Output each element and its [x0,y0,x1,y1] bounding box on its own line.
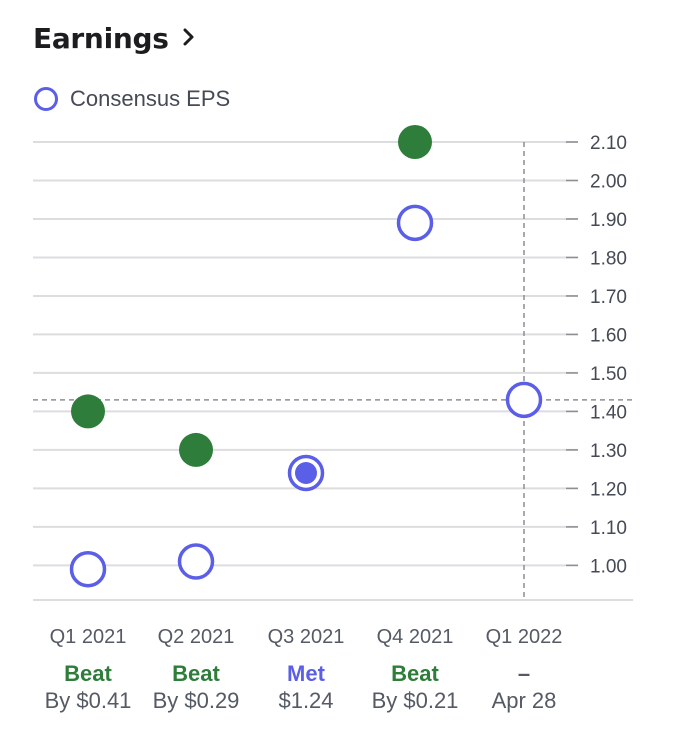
y-tick-label: 2.10 [590,133,627,154]
result-status-label: Beat [64,661,112,686]
consensus-eps-point [69,550,107,588]
chevron-right-icon [183,27,195,52]
y-tick-label: 2.00 [590,171,627,192]
result-status-label: Met [287,661,326,686]
actual-eps-point [71,394,105,429]
y-tick-label: 1.70 [590,287,627,308]
y-tick-label: 1.10 [590,518,627,539]
x-category-label: Q1 2022 [486,626,563,648]
result-detail-label: By $0.29 [153,688,240,713]
y-tick-label: 1.50 [590,364,627,385]
actual-eps-point [179,432,213,467]
x-category-label: Q3 2021 [268,626,345,648]
result-detail-label: By $0.41 [45,688,132,713]
y-tick-label: 1.00 [590,556,627,577]
actual-eps-point [398,125,432,159]
y-tick-label: 1.30 [590,441,627,462]
result-detail-label: By $0.21 [372,688,459,713]
y-tick-label: 1.80 [590,248,627,269]
result-status-label: Beat [172,661,220,686]
result-detail-label: $1.24 [278,688,333,713]
actual-eps-point [295,461,317,484]
result-status-label: – [518,661,530,686]
x-category-label: Q1 2021 [50,626,127,648]
legend-label: Consensus EPS [70,86,231,111]
earnings-header[interactable]: Earnings [33,22,195,55]
legend-marker-consensus-eps [34,87,58,111]
y-tick-label: 1.20 [590,479,627,500]
consensus-eps-point [177,543,215,580]
consensus-eps-point [505,381,543,419]
result-detail-label: Apr 28 [492,688,557,713]
y-tick-label: 1.90 [590,210,627,231]
y-tick-label: 1.60 [590,325,627,346]
chart-legend: Consensus EPS [34,86,230,112]
page-title: Earnings [33,22,169,55]
consensus-eps-point [396,204,434,242]
y-tick-label: 1.40 [590,402,627,423]
x-category-label: Q4 2021 [377,626,454,648]
x-category-label: Q2 2021 [158,626,235,648]
result-status-label: Beat [391,661,439,686]
